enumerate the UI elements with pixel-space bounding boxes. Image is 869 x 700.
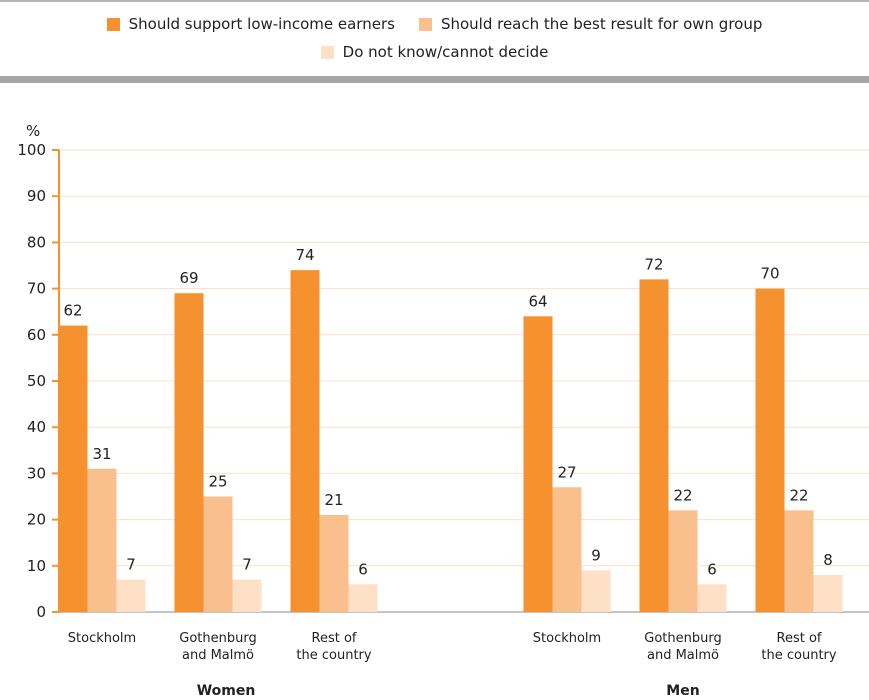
data-label-s3-c1: 7 — [126, 556, 136, 574]
category-label-line: the country — [296, 648, 371, 663]
y-tick-label-0: 0 — [36, 603, 46, 621]
data-label-s2-c1: 31 — [92, 445, 111, 463]
bar-s2-c2 — [203, 496, 233, 612]
bar-s2-c6 — [784, 510, 814, 612]
legend-swatch-best-result-own-group — [418, 17, 432, 31]
bar-s3-c3 — [348, 584, 378, 612]
category-label-1: Stockholm — [68, 631, 136, 646]
data-label-s1-c5: 72 — [644, 255, 663, 273]
category-label-2: Gothenburg and Malmö — [179, 631, 256, 663]
category-label-line: Rest of — [777, 631, 822, 646]
legend-swatch-support-low-income — [106, 17, 120, 31]
y-tick-label-20: 20 — [27, 511, 46, 529]
data-label-s2-c2: 25 — [208, 473, 227, 491]
bar-s1-c2 — [174, 293, 204, 612]
category-label-4: Stockholm — [533, 631, 601, 646]
y-axis-label: % — [26, 122, 40, 140]
category-label-line: Gothenburg — [179, 631, 256, 646]
y-tick-label-80: 80 — [27, 233, 46, 251]
legend-label-do-not-know: Do not know/cannot decide — [342, 43, 549, 61]
category-label-line: Stockholm — [533, 631, 601, 646]
legend-item-do-not-know: Do not know/cannot decide — [320, 43, 549, 61]
y-tick-label-90: 90 — [27, 187, 46, 205]
legend-label-best-result-own-group: Should reach the best result for own gro… — [440, 15, 763, 33]
category-label-5: Gothenburg and Malmö — [644, 631, 721, 663]
category-label-line: Gothenburg — [644, 631, 721, 646]
bar-s3-c1 — [116, 579, 146, 612]
data-label-s3-c5: 6 — [707, 560, 717, 578]
bar-s1-c4 — [523, 316, 553, 612]
data-label-s3-c3: 6 — [358, 560, 368, 578]
group-label-1: Women — [197, 683, 256, 699]
bar-s3-c6 — [813, 575, 843, 612]
data-label-s1-c2: 69 — [179, 269, 198, 287]
bar-s1-c1 — [58, 325, 88, 612]
y-tick-label-30: 30 — [27, 464, 46, 482]
y-tick-label-40: 40 — [27, 418, 46, 436]
data-label-s1-c6: 70 — [760, 265, 779, 283]
bar-s1-c5 — [639, 279, 669, 612]
y-tick-label-60: 60 — [27, 326, 46, 344]
bar-s2-c5 — [668, 510, 698, 612]
legend-row-1: Should support low-income earners Should… — [0, 12, 869, 36]
category-label-line: the country — [761, 648, 836, 663]
legend-swatch-do-not-know — [320, 45, 334, 59]
chart-legend: Should support low-income earners Should… — [0, 12, 869, 68]
data-label-s2-c4: 27 — [557, 463, 576, 481]
category-label-line: and Malmö — [647, 648, 719, 663]
data-label-s2-c5: 22 — [673, 486, 692, 504]
category-label-line: Rest of — [312, 631, 357, 646]
category-label-3: Rest of the country — [296, 631, 371, 663]
y-tick-label-70: 70 — [27, 280, 46, 298]
bar-s2-c4 — [552, 487, 582, 612]
bar-s3-c4 — [581, 570, 611, 612]
data-label-s1-c4: 64 — [528, 292, 547, 310]
legend-item-best-result-own-group: Should reach the best result for own gro… — [418, 15, 763, 33]
category-label-line: and Malmö — [182, 648, 254, 663]
data-label-s3-c2: 7 — [242, 556, 252, 574]
data-label-s1-c1: 62 — [63, 302, 82, 320]
bar-s1-c6 — [755, 288, 785, 612]
group-label-2: Men — [666, 683, 699, 699]
y-tick-label-50: 50 — [27, 372, 46, 390]
top-divider — [0, 0, 869, 2]
data-label-s3-c4: 9 — [591, 546, 601, 564]
y-tick-label-10: 10 — [27, 557, 46, 575]
bar-s2-c1 — [87, 468, 117, 612]
legend-label-support-low-income: Should support low-income earners — [128, 15, 395, 33]
data-label-s2-c3: 21 — [324, 491, 343, 509]
category-label-6: Rest of the country — [761, 631, 836, 663]
legend-item-support-low-income: Should support low-income earners — [106, 15, 395, 33]
bar-s3-c5 — [697, 584, 727, 612]
bar-s1-c3 — [290, 270, 320, 612]
data-label-s3-c6: 8 — [823, 551, 833, 569]
bar-s3-c2 — [232, 579, 262, 612]
data-label-s1-c3: 74 — [295, 246, 314, 264]
y-tick-label-100: 100 — [17, 141, 46, 159]
bar-s2-c3 — [319, 514, 349, 612]
legend-divider — [0, 76, 869, 83]
data-label-s2-c6: 22 — [789, 486, 808, 504]
legend-row-2: Do not know/cannot decide — [0, 40, 869, 64]
category-label-line: Stockholm — [68, 631, 136, 646]
